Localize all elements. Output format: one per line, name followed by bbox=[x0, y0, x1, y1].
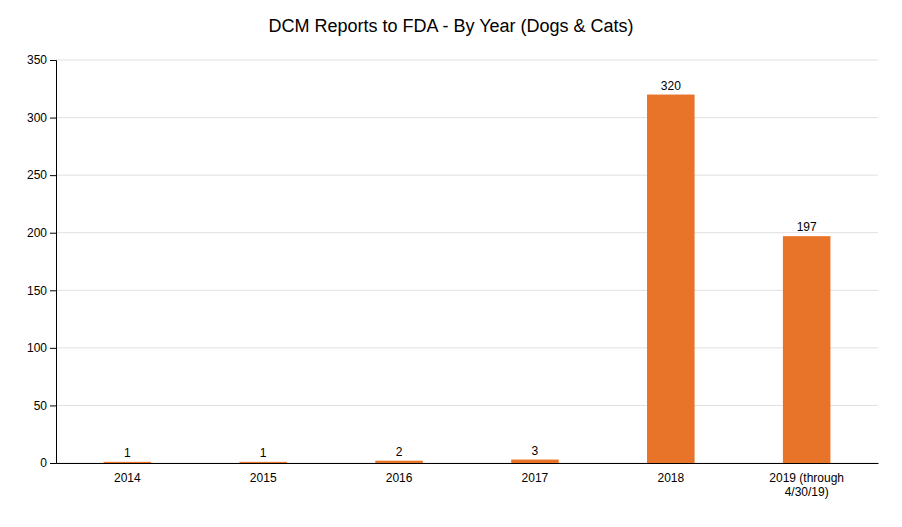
y-tick: 200 bbox=[27, 226, 56, 240]
data-label: 2 bbox=[396, 445, 403, 459]
y-tick-mark bbox=[50, 60, 56, 61]
y-tick-label: 150 bbox=[27, 284, 47, 298]
x-tick-label: 2015 bbox=[250, 471, 277, 485]
grid bbox=[56, 60, 878, 463]
y-tick-label: 100 bbox=[27, 341, 47, 355]
grid-line bbox=[56, 117, 878, 118]
y-tick-label: 200 bbox=[27, 226, 47, 240]
grid-line bbox=[56, 405, 878, 406]
y-axis-line bbox=[50, 61, 57, 464]
x-tick-label-line: 2015 bbox=[250, 471, 277, 485]
chart-title: DCM Reports to FDA - By Year (Dogs & Cat… bbox=[268, 16, 633, 36]
data-label: 3 bbox=[532, 444, 539, 458]
y-tick-label: 0 bbox=[40, 456, 47, 470]
y-tick: 300 bbox=[27, 111, 56, 125]
grid-line bbox=[56, 463, 878, 464]
y-tick-mark bbox=[50, 175, 56, 176]
plot-area: 0501001502002503003502014201520162017201… bbox=[27, 53, 879, 499]
bars bbox=[104, 95, 831, 463]
x-tick-label-line: 2017 bbox=[522, 471, 549, 485]
y-tick-mark bbox=[50, 463, 56, 464]
chart-container: DCM Reports to FDA - By Year (Dogs & Cat… bbox=[0, 0, 902, 527]
grid-line bbox=[56, 60, 878, 61]
data-labels: 1 1 2 3 320 197 bbox=[124, 79, 817, 460]
data-label: 1 bbox=[260, 446, 267, 460]
x-tick: 2014 bbox=[114, 471, 141, 485]
data-label: 320 bbox=[661, 79, 681, 93]
x-tick-label-line: 2014 bbox=[114, 471, 141, 485]
chart-svg: DCM Reports to FDA - By Year (Dogs & Cat… bbox=[0, 0, 902, 527]
x-tick: 2018 bbox=[657, 471, 684, 485]
y-tick-mark bbox=[50, 118, 56, 119]
x-tick: 2017 bbox=[522, 471, 549, 485]
bar bbox=[104, 462, 152, 463]
x-tick-label-line: 4/30/19) bbox=[785, 485, 829, 499]
x-tick-label: 2019 (through4/30/19) bbox=[769, 471, 844, 499]
grid-line bbox=[56, 347, 878, 348]
y-tick: 50 bbox=[34, 399, 56, 413]
y-tick-label: 250 bbox=[27, 168, 47, 182]
data-label: 197 bbox=[797, 220, 817, 234]
y-tick: 0 bbox=[40, 456, 56, 470]
grid-line bbox=[56, 232, 878, 233]
x-tick-label: 2017 bbox=[522, 471, 549, 485]
x-tick-label-line: 2019 (through bbox=[769, 471, 844, 485]
y-tick-label: 350 bbox=[27, 53, 47, 67]
x-axis-line bbox=[57, 463, 879, 464]
x-tick: 2019 (through4/30/19) bbox=[769, 471, 844, 499]
x-tick: 2015 bbox=[250, 471, 277, 485]
data-label: 1 bbox=[124, 446, 131, 460]
y-tick: 350 bbox=[27, 53, 56, 67]
grid-line bbox=[56, 290, 878, 291]
y-tick: 100 bbox=[27, 341, 56, 355]
y-tick-label: 300 bbox=[27, 111, 47, 125]
y-tick-mark bbox=[50, 348, 56, 349]
x-tick-label: 2018 bbox=[657, 471, 684, 485]
x-tick: 2016 bbox=[386, 471, 413, 485]
y-tick: 250 bbox=[27, 168, 56, 182]
bar bbox=[239, 462, 287, 463]
bar bbox=[375, 461, 423, 463]
y-tick-label: 50 bbox=[34, 399, 48, 413]
y-tick: 150 bbox=[27, 284, 56, 298]
y-tick-mark bbox=[50, 290, 56, 291]
y-tick-mark bbox=[50, 233, 56, 234]
y-axis: 0 50 100 150 200 250 300 350 bbox=[27, 53, 57, 470]
x-tick-label: 2014 bbox=[114, 471, 141, 485]
bar bbox=[783, 236, 831, 463]
bar bbox=[647, 95, 695, 463]
x-tick-label-line: 2018 bbox=[657, 471, 684, 485]
bar bbox=[511, 460, 559, 463]
x-tick-label: 2016 bbox=[386, 471, 413, 485]
grid-line bbox=[56, 175, 878, 176]
x-axis: 2014 2015 2016 2017 2018 2019 (through4/30/19… bbox=[57, 464, 879, 499]
x-tick-label-line: 2016 bbox=[386, 471, 413, 485]
y-tick-mark bbox=[50, 405, 56, 406]
